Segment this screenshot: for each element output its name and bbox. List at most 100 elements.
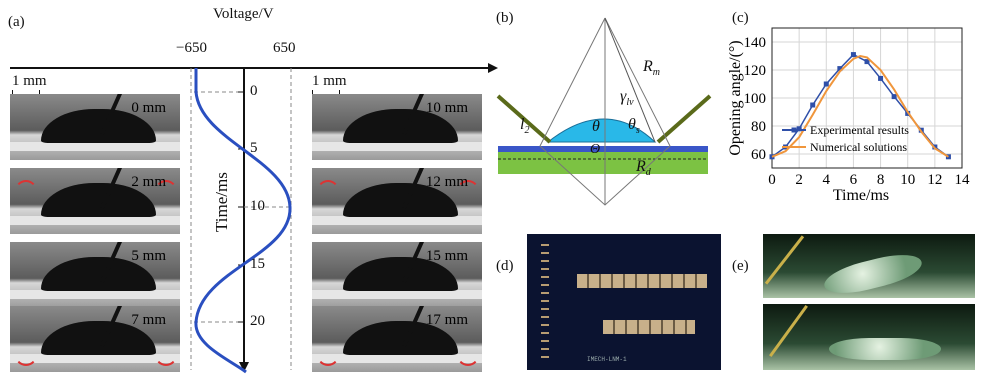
plate <box>10 215 180 225</box>
x-tick-label: 0 <box>768 172 776 188</box>
data-point <box>823 81 829 87</box>
time-tick-5: 5 <box>250 140 258 156</box>
y-tick-label: 60 <box>751 147 766 163</box>
label-theta-s: θs <box>628 116 640 136</box>
frame-distance: 7 mm <box>131 312 166 328</box>
label-l2: l2 <box>520 116 529 136</box>
needle <box>769 305 808 357</box>
time-tick-0: 0 <box>250 83 258 99</box>
panel-e-label: (e) <box>732 258 749 274</box>
label-l2-sub: 2 <box>524 125 530 137</box>
data-point <box>810 102 816 108</box>
frame-distance: 12 mm <box>425 174 468 190</box>
voltage-max-label: 650 <box>273 40 296 56</box>
electrode-chip-photo: IMECH-LNM-1 <box>527 234 721 370</box>
droplet-photo-bottom <box>763 304 975 370</box>
arrow-icon <box>456 340 480 366</box>
plate <box>312 215 482 225</box>
label-rd: Rd <box>636 158 651 178</box>
x-tick-label: 10 <box>900 172 915 188</box>
frame-distance: 17 mm <box>425 312 468 328</box>
lead-lines <box>541 244 549 360</box>
y-axis-label: Opening angle/(°) <box>727 40 744 155</box>
x-tick-label: 8 <box>877 172 885 188</box>
label-gamma: γlv <box>620 88 634 108</box>
droplet-frame-right-1: 10 mm <box>312 94 482 160</box>
electrode-array-top <box>577 274 707 288</box>
droplet-frame-right-2: 12 mm <box>312 168 482 234</box>
droplet-frame-left-2: 2 mm <box>10 168 180 234</box>
y-tick-label: 80 <box>751 119 766 135</box>
frame-distance: 2 mm <box>131 174 166 190</box>
data-point <box>837 66 843 72</box>
panel-c-label: (c) <box>732 10 749 26</box>
droplet-frame-left-1: 0 mm <box>10 94 180 160</box>
label-rm-main: R <box>643 58 653 75</box>
voltage-min-label: −650 <box>176 40 207 56</box>
time-tick-15: 15 <box>250 256 265 272</box>
arrow-icon <box>154 180 178 206</box>
arrow-icon <box>456 180 480 206</box>
scale-bar-left-text: 1 mm <box>12 73 47 89</box>
droplet-photo-top <box>763 234 975 298</box>
electrode-array-bottom <box>603 320 695 334</box>
panel-b-diagram <box>496 17 712 206</box>
time-tick-10: 10 <box>250 198 265 214</box>
y-tick-label: 100 <box>744 91 767 107</box>
panel-d-label: (d) <box>496 258 514 274</box>
droplet-frame-right-3: 15 mm <box>312 242 482 308</box>
chip-id-text: IMECH-LNM-1 <box>587 356 627 363</box>
droplet <box>821 248 925 298</box>
droplet-frame-left-4: 7 mm <box>10 306 180 372</box>
label-rd-sub: d <box>645 167 651 179</box>
scale-bar-left: 1 mm <box>12 72 47 96</box>
arrow-icon <box>316 340 340 366</box>
label-gamma-sub: lv <box>626 97 634 109</box>
x-tick-label: 4 <box>823 172 831 188</box>
plate <box>312 141 482 151</box>
panel-a-axes <box>10 63 498 374</box>
needle <box>764 235 805 285</box>
opening-angle-chart: 0 2 4 6 8 10 12 14 60 80 100 120 140 Time/ms Opening a… <box>727 27 971 204</box>
data-point <box>891 94 897 100</box>
panel-b-label: (b) <box>496 10 514 26</box>
plot-frame <box>771 27 963 169</box>
scale-bar-right-text: 1 mm <box>312 73 347 89</box>
frame-distance: 10 mm <box>425 100 468 116</box>
label-theta-s-sub: s <box>635 125 640 137</box>
plate <box>312 353 482 363</box>
label-rd-main: R <box>636 158 646 175</box>
droplet-frame-right-4: 17 mm <box>312 306 482 372</box>
data-point <box>945 154 951 160</box>
scale-bar-right: 1 mm <box>312 72 347 96</box>
plate <box>10 141 180 151</box>
voltage-sine-wave <box>194 68 292 374</box>
y-tick-label: 140 <box>744 35 767 51</box>
label-theta: θ <box>592 118 600 135</box>
label-l2-main: l <box>520 116 525 133</box>
data-point <box>864 59 870 65</box>
arrow-icon <box>14 340 38 366</box>
label-gamma-main: γ <box>620 88 627 105</box>
arrow-icon <box>154 340 178 366</box>
frame-distance: 5 mm <box>131 248 166 264</box>
legend-entry: Experimental results <box>810 123 909 137</box>
legend-swatch-marker <box>791 127 797 133</box>
x-tick-label: 14 <box>955 172 971 188</box>
x-tick-label: 2 <box>795 172 803 188</box>
droplet <box>829 338 941 360</box>
arrow-icon <box>14 180 38 206</box>
plate <box>10 289 180 299</box>
x-axis-label: Time/ms <box>833 187 889 204</box>
frame-distance: 0 mm <box>131 100 166 116</box>
panel-a-label: (a) <box>8 14 25 30</box>
frame-distance: 15 mm <box>425 248 468 264</box>
x-tick-label: 12 <box>927 172 942 188</box>
data-point <box>878 75 884 81</box>
label-theta-s-main: θ <box>628 116 636 133</box>
data-point <box>796 126 802 132</box>
data-point <box>850 52 856 58</box>
x-tick-label: 6 <box>850 172 858 188</box>
legend-entry: Numerical solutions <box>810 140 907 154</box>
droplet-frame-left-3: 5 mm <box>10 242 180 308</box>
